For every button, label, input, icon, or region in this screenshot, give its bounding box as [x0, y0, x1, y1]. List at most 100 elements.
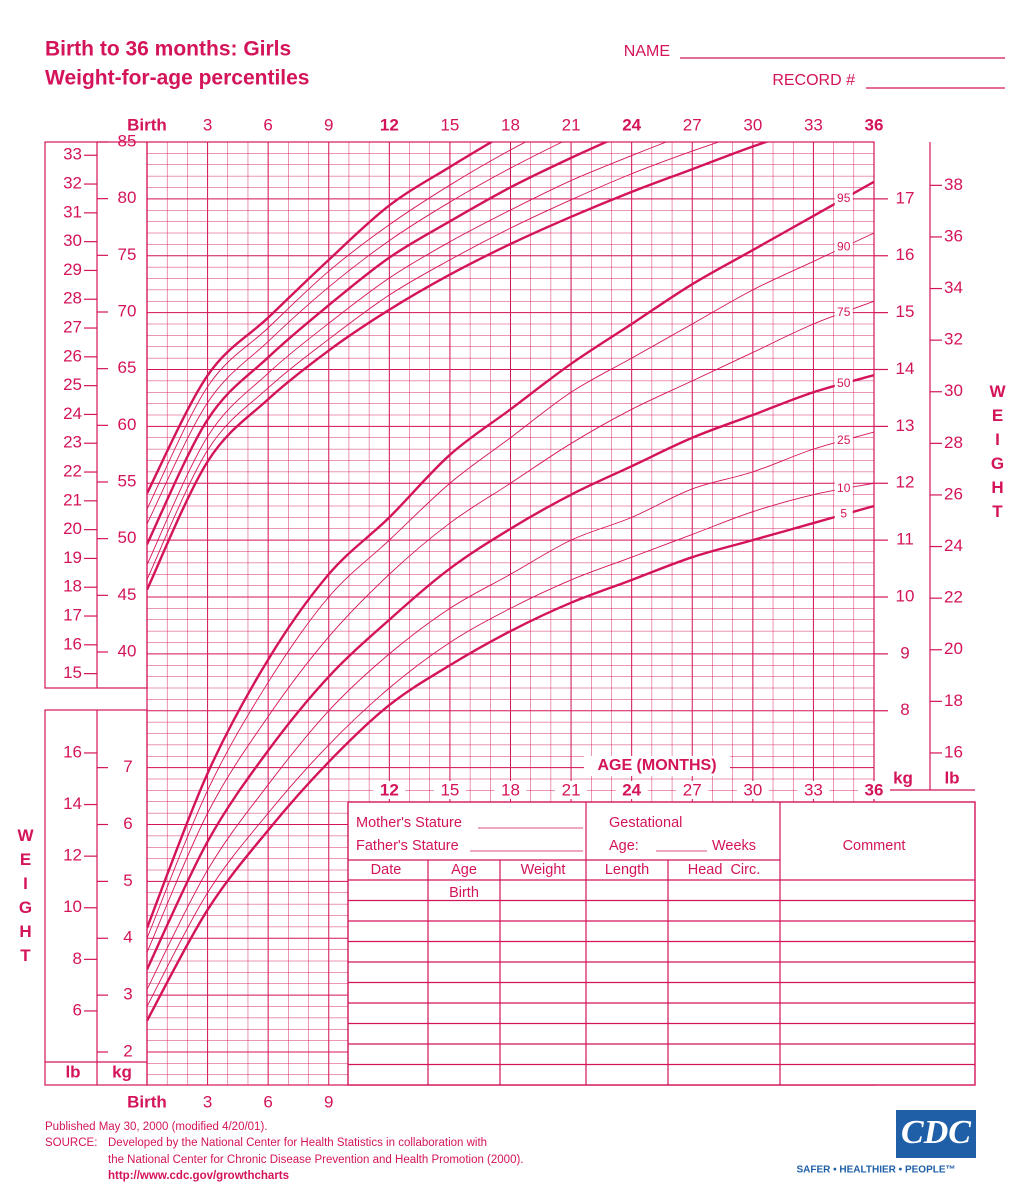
yin-tick-label: 26: [63, 346, 82, 365]
y-axis-label: WEIGHT: [988, 382, 1007, 526]
source-label: SOURCE:: [45, 1137, 97, 1149]
y2lb-tick-label: 24: [944, 536, 963, 555]
y-tick-label: 70: [118, 301, 137, 320]
y2-tick-label: 12: [896, 473, 915, 492]
length-axis-box: [44, 141, 148, 689]
x-tick-label: 6: [263, 115, 272, 134]
y-axis-label: WEIGHT: [16, 826, 35, 970]
title: Birth to 36 months: Girls: [45, 38, 291, 61]
x-tick-label: 27: [683, 780, 702, 799]
x-tick-label: 9: [324, 1092, 333, 1111]
label-bg: [834, 191, 853, 206]
url: http://www.cdc.gov/growthcharts: [108, 1170, 289, 1182]
x-tick-label: 24: [622, 115, 641, 134]
x-tick-label: 3: [203, 115, 212, 134]
label-bg: [858, 781, 890, 799]
percentile-curve: [147, 180, 874, 929]
name-label: NAME: [624, 43, 670, 60]
y2lb-tick-label: 38: [944, 175, 963, 194]
label-bg: [834, 433, 853, 448]
y2lb-tick-label: 28: [944, 433, 963, 452]
yin-tick-label: 33: [63, 145, 82, 164]
x-tick-label: 24: [622, 780, 641, 799]
x-tick-label: 30: [743, 780, 762, 799]
label-bg: [834, 481, 853, 496]
y2-tick-label: 13: [896, 416, 915, 435]
y2lb-tick-label: 8: [73, 949, 82, 968]
series-label: 50: [837, 376, 851, 390]
x-tick-label: 12: [380, 115, 399, 134]
y-tick-label: 40: [118, 641, 137, 660]
y2lb-tick-label: 18: [944, 691, 963, 710]
x-tick-label: 21: [562, 115, 581, 134]
x-tick-label: 18: [501, 115, 520, 134]
logo: CDC: [901, 1114, 971, 1151]
y-tick-label: 50: [118, 528, 137, 547]
percentile-curve: [147, 482, 874, 1007]
y-tick-label: 65: [118, 358, 137, 377]
label-bg: [555, 781, 588, 799]
unit-label: lb: [65, 1062, 80, 1081]
yin-tick-label: 31: [63, 202, 82, 221]
series-label: 10: [837, 481, 851, 495]
x-tick-label: 15: [440, 115, 459, 134]
label-bg: [834, 240, 853, 255]
percentile-curve: [147, 504, 874, 1022]
y2lb-tick-label: 12: [63, 846, 82, 865]
series-label: 90: [837, 239, 851, 253]
y2lb-tick-label: 16: [63, 742, 82, 761]
label-bg: [736, 781, 769, 799]
y2-tick-label: 3: [123, 985, 132, 1004]
yin-tick-label: 30: [63, 231, 82, 250]
percentile-curve: [147, 142, 564, 525]
col-header: Age: [451, 862, 477, 878]
y2-tick-label: 5: [123, 871, 132, 890]
x-tick-label: Birth: [127, 1092, 167, 1111]
series-label: 95: [837, 191, 851, 205]
y2-tick-label: 7: [123, 757, 132, 776]
y2lb-tick-label: 20: [944, 639, 963, 658]
y2-tick-label: 6: [123, 814, 132, 833]
label-bg: [373, 781, 406, 799]
mothers-stature: Mother's Stature: [356, 815, 462, 831]
yin-tick-label: 29: [63, 260, 82, 279]
birth-row: Birth: [449, 885, 479, 901]
curves: [147, 142, 874, 1022]
label-bg: [834, 507, 853, 522]
y2lb-tick-label: 14: [63, 794, 82, 813]
x-tick-label: 27: [683, 115, 702, 134]
y2-tick-label: 9: [900, 643, 909, 662]
y2-tick-label: 17: [896, 188, 915, 207]
percentile-curve: [147, 232, 874, 939]
col-header: Weight: [521, 862, 566, 878]
table-border: [347, 801, 976, 1086]
x-tick-label: 12: [380, 780, 399, 799]
yin-tick-label: 17: [63, 606, 82, 625]
published: Published May 30, 2000 (modified 4/20/01…: [45, 1121, 267, 1133]
label-bg: [834, 376, 853, 391]
y2-tick-label: 4: [123, 928, 132, 947]
yin-tick-label: 18: [63, 577, 82, 596]
record-label: RECORD #: [772, 72, 855, 89]
y2-tick-label: 15: [896, 302, 915, 321]
source-line: the National Center for Chronic Disease …: [108, 1154, 524, 1166]
frame: [44, 57, 1005, 1086]
series-label: 5: [840, 507, 847, 521]
y2-tick-label: 2: [123, 1041, 132, 1060]
label-bg: [615, 781, 648, 799]
x-tick-label: 30: [743, 115, 762, 134]
col-header: Date: [371, 862, 402, 878]
x-tick-label: 36: [865, 115, 884, 134]
percentile-curve: [147, 142, 494, 494]
percentile-curve: [147, 142, 610, 545]
y2-tick-label: 14: [896, 359, 915, 378]
x-tick-label: 21: [562, 780, 581, 799]
percentile-curve: [147, 300, 874, 953]
y2lb-tick-label: 6: [73, 1000, 82, 1019]
col-header: Length: [605, 862, 649, 878]
label-bg: [584, 756, 730, 776]
label-bg: [494, 781, 527, 799]
comment: Comment: [843, 838, 906, 854]
